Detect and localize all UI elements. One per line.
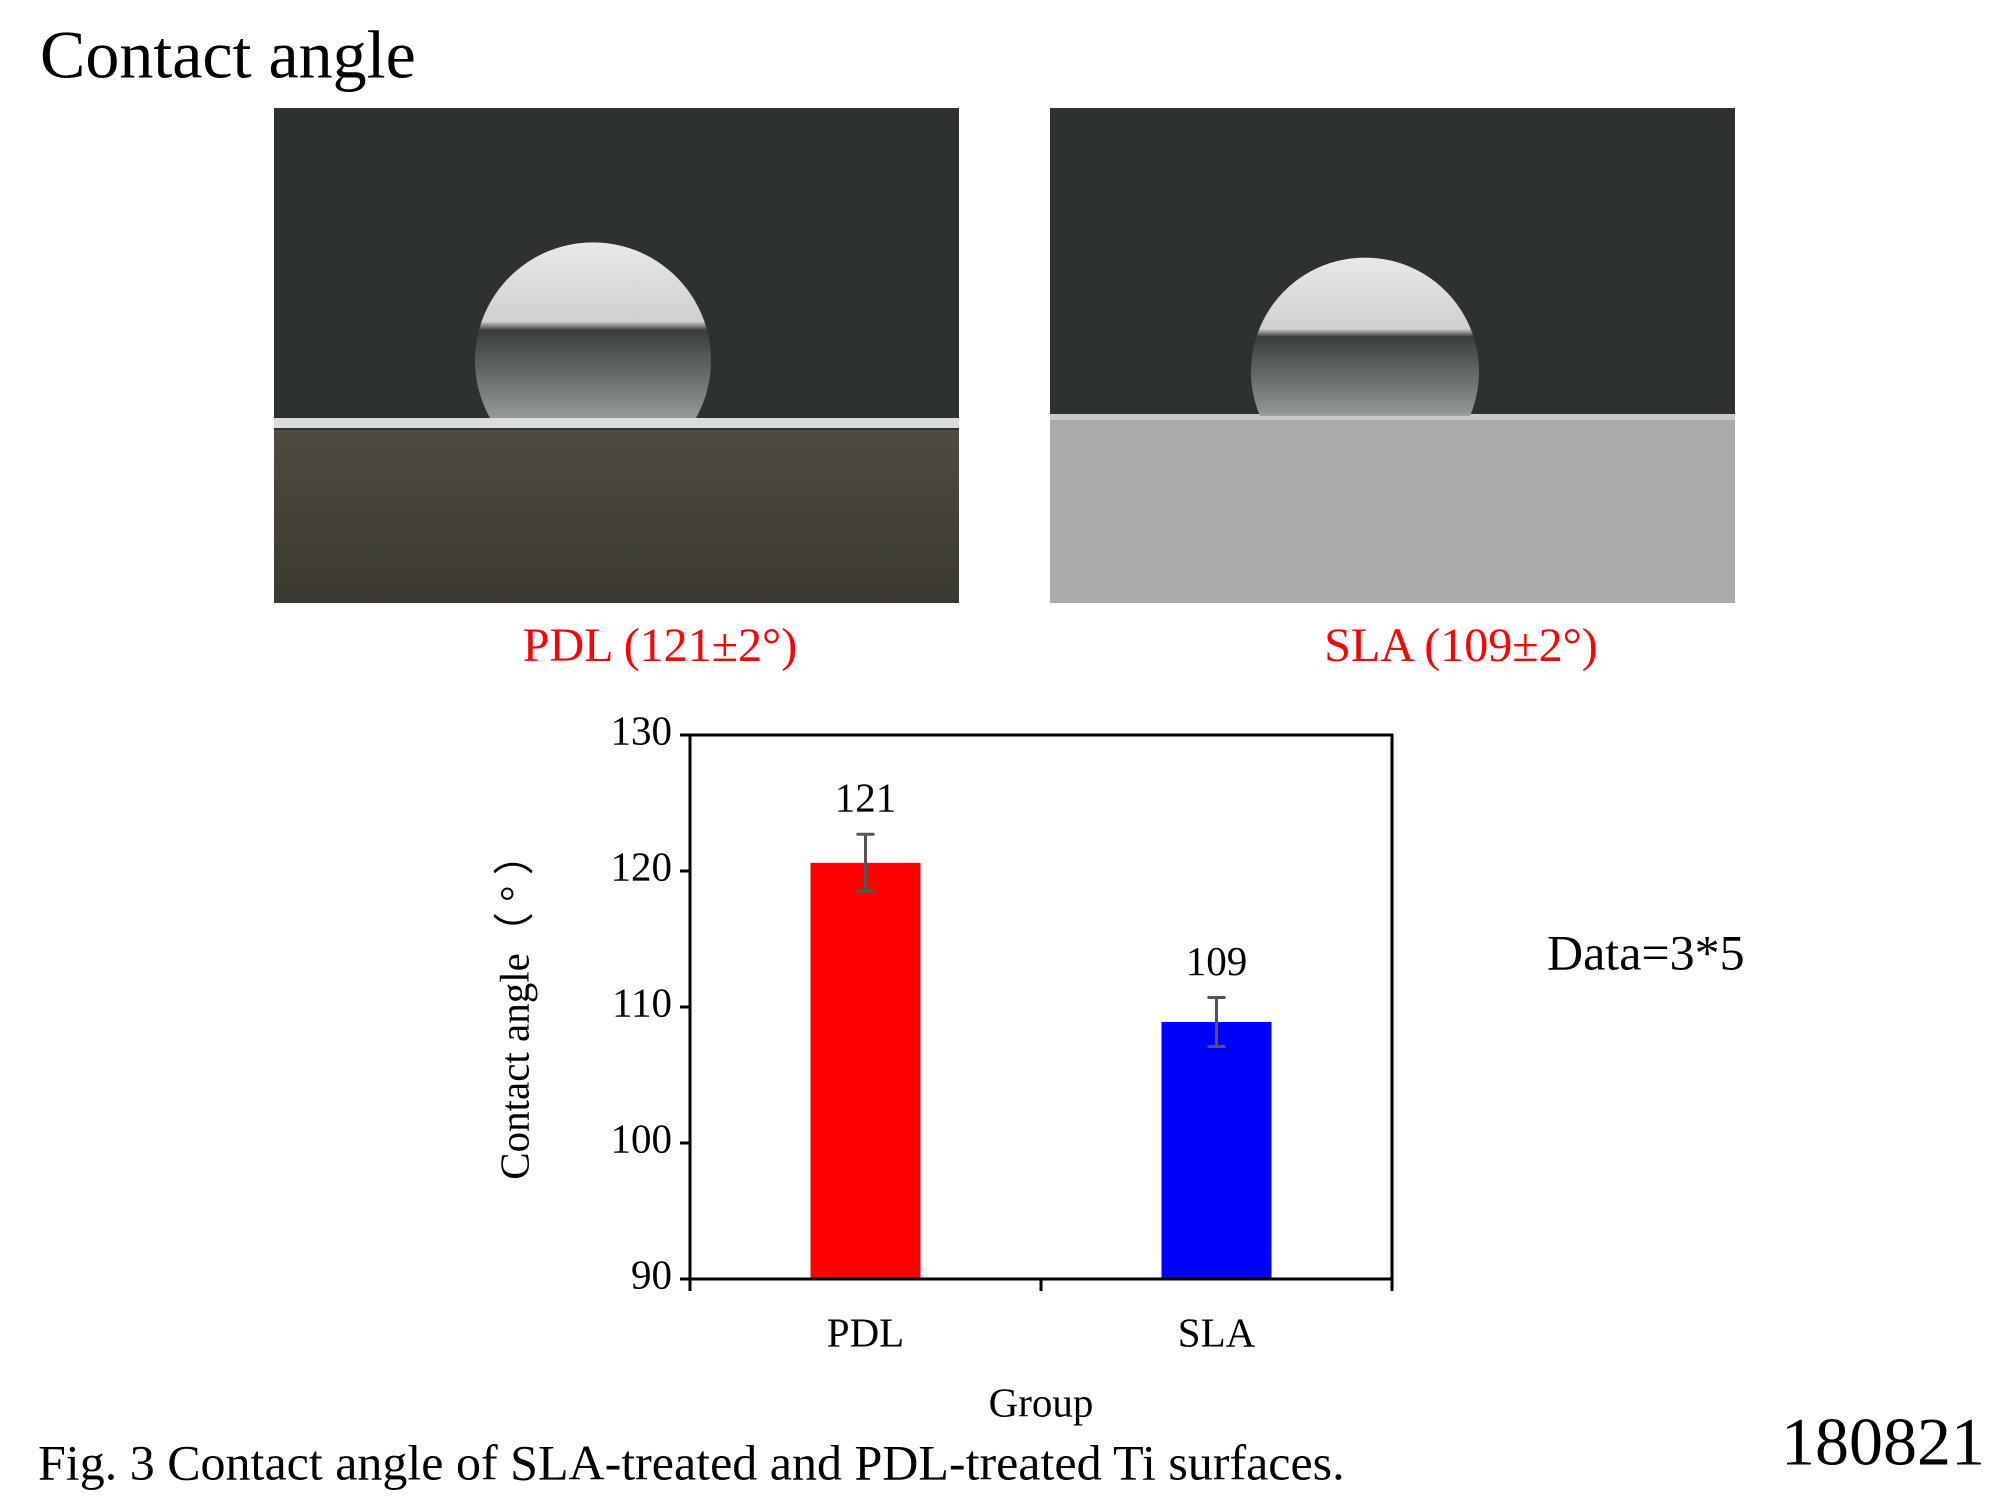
chart: 90 100 110 120 130 121 PDL 109 SLA Group Contact a…: [491, 707, 1394, 1425]
x-axis-label: Group: [989, 1379, 1094, 1425]
slide-id: 180821: [1781, 1404, 1985, 1480]
x-tick-label: SLA: [1178, 1309, 1256, 1355]
bar: [810, 862, 921, 1279]
photo-caption: PDL (121±2°): [523, 619, 797, 672]
data-note: Data=3*5: [1547, 924, 1745, 980]
slide-title: Contact angle: [40, 17, 416, 93]
y-tick-label: 120: [611, 843, 673, 889]
x-tick-label: PDL: [827, 1309, 904, 1355]
error-bar: [1207, 995, 1226, 1048]
photo-pdl: [274, 108, 959, 603]
plot-frame: [688, 733, 1394, 1281]
y-tick-label: 110: [612, 979, 672, 1025]
photo-sla: [1050, 108, 1735, 603]
value-label: 109: [1186, 938, 1248, 984]
photo-caption: SLA (109±2°): [1324, 619, 1598, 672]
y-tick-label: 100: [611, 1115, 673, 1161]
figure-caption: Fig. 3 Contact angle of SLA-treated and …: [38, 1434, 1345, 1490]
y-axis-label: Contact angle（ ° ）: [491, 834, 537, 1179]
y-tick-label: 90: [631, 1251, 672, 1297]
bar: [1161, 1021, 1272, 1279]
value-label: 121: [835, 775, 897, 821]
y-tick-label: 130: [611, 707, 673, 753]
error-bar: [856, 832, 875, 893]
